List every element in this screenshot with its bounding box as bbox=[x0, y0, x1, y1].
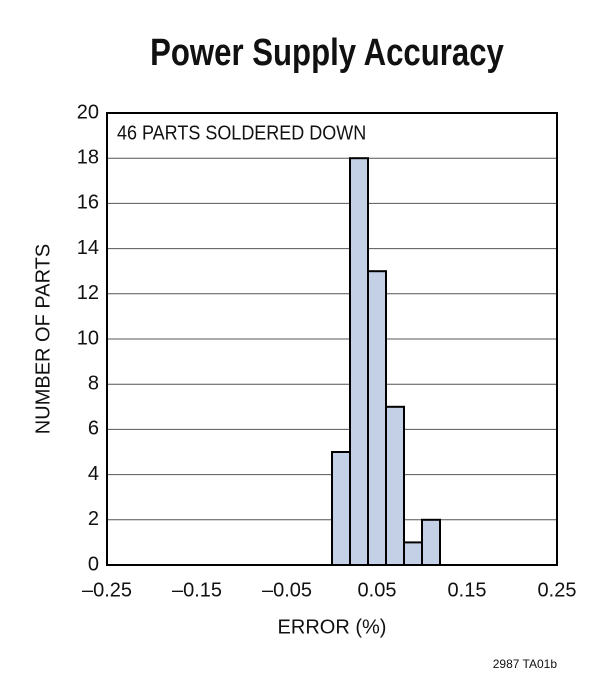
y-tick-label: 14 bbox=[77, 237, 99, 259]
bar bbox=[385, 405, 405, 566]
annotation: 46 PARTS SOLDERED DOWN bbox=[117, 122, 366, 144]
bar bbox=[421, 518, 441, 566]
y-tick-label: 12 bbox=[77, 282, 99, 304]
x-tick-label: –0.05 bbox=[262, 579, 312, 601]
x-tick-label: –0.25 bbox=[82, 579, 132, 601]
bar bbox=[349, 157, 369, 566]
y-tick-label: 18 bbox=[77, 146, 99, 168]
footnote: 2987 TA01b bbox=[493, 657, 558, 671]
y-tick-label: 0 bbox=[88, 553, 99, 575]
y-tick-label: 6 bbox=[88, 418, 99, 440]
plot-frame bbox=[106, 112, 558, 566]
chart-title: Power Supply Accuracy bbox=[150, 32, 504, 74]
y-tick-label: 2 bbox=[88, 508, 99, 530]
x-tick-label: 0.15 bbox=[448, 579, 487, 601]
x-tick-label: 0.25 bbox=[538, 579, 577, 601]
y-axis-label: NUMBER OF PARTS bbox=[32, 244, 54, 434]
bar bbox=[331, 451, 351, 566]
y-tick-label: 16 bbox=[77, 192, 99, 214]
bar bbox=[367, 270, 387, 566]
y-tick-label: 8 bbox=[88, 372, 99, 394]
y-tick-label: 20 bbox=[77, 101, 99, 123]
y-tick-label: 10 bbox=[77, 327, 99, 349]
x-axis-label: ERROR (%) bbox=[278, 616, 387, 638]
y-tick-label: 4 bbox=[88, 463, 99, 485]
x-tick-label: 0.05 bbox=[358, 579, 397, 601]
x-tick-label: –0.15 bbox=[172, 579, 222, 601]
bar bbox=[403, 541, 423, 567]
